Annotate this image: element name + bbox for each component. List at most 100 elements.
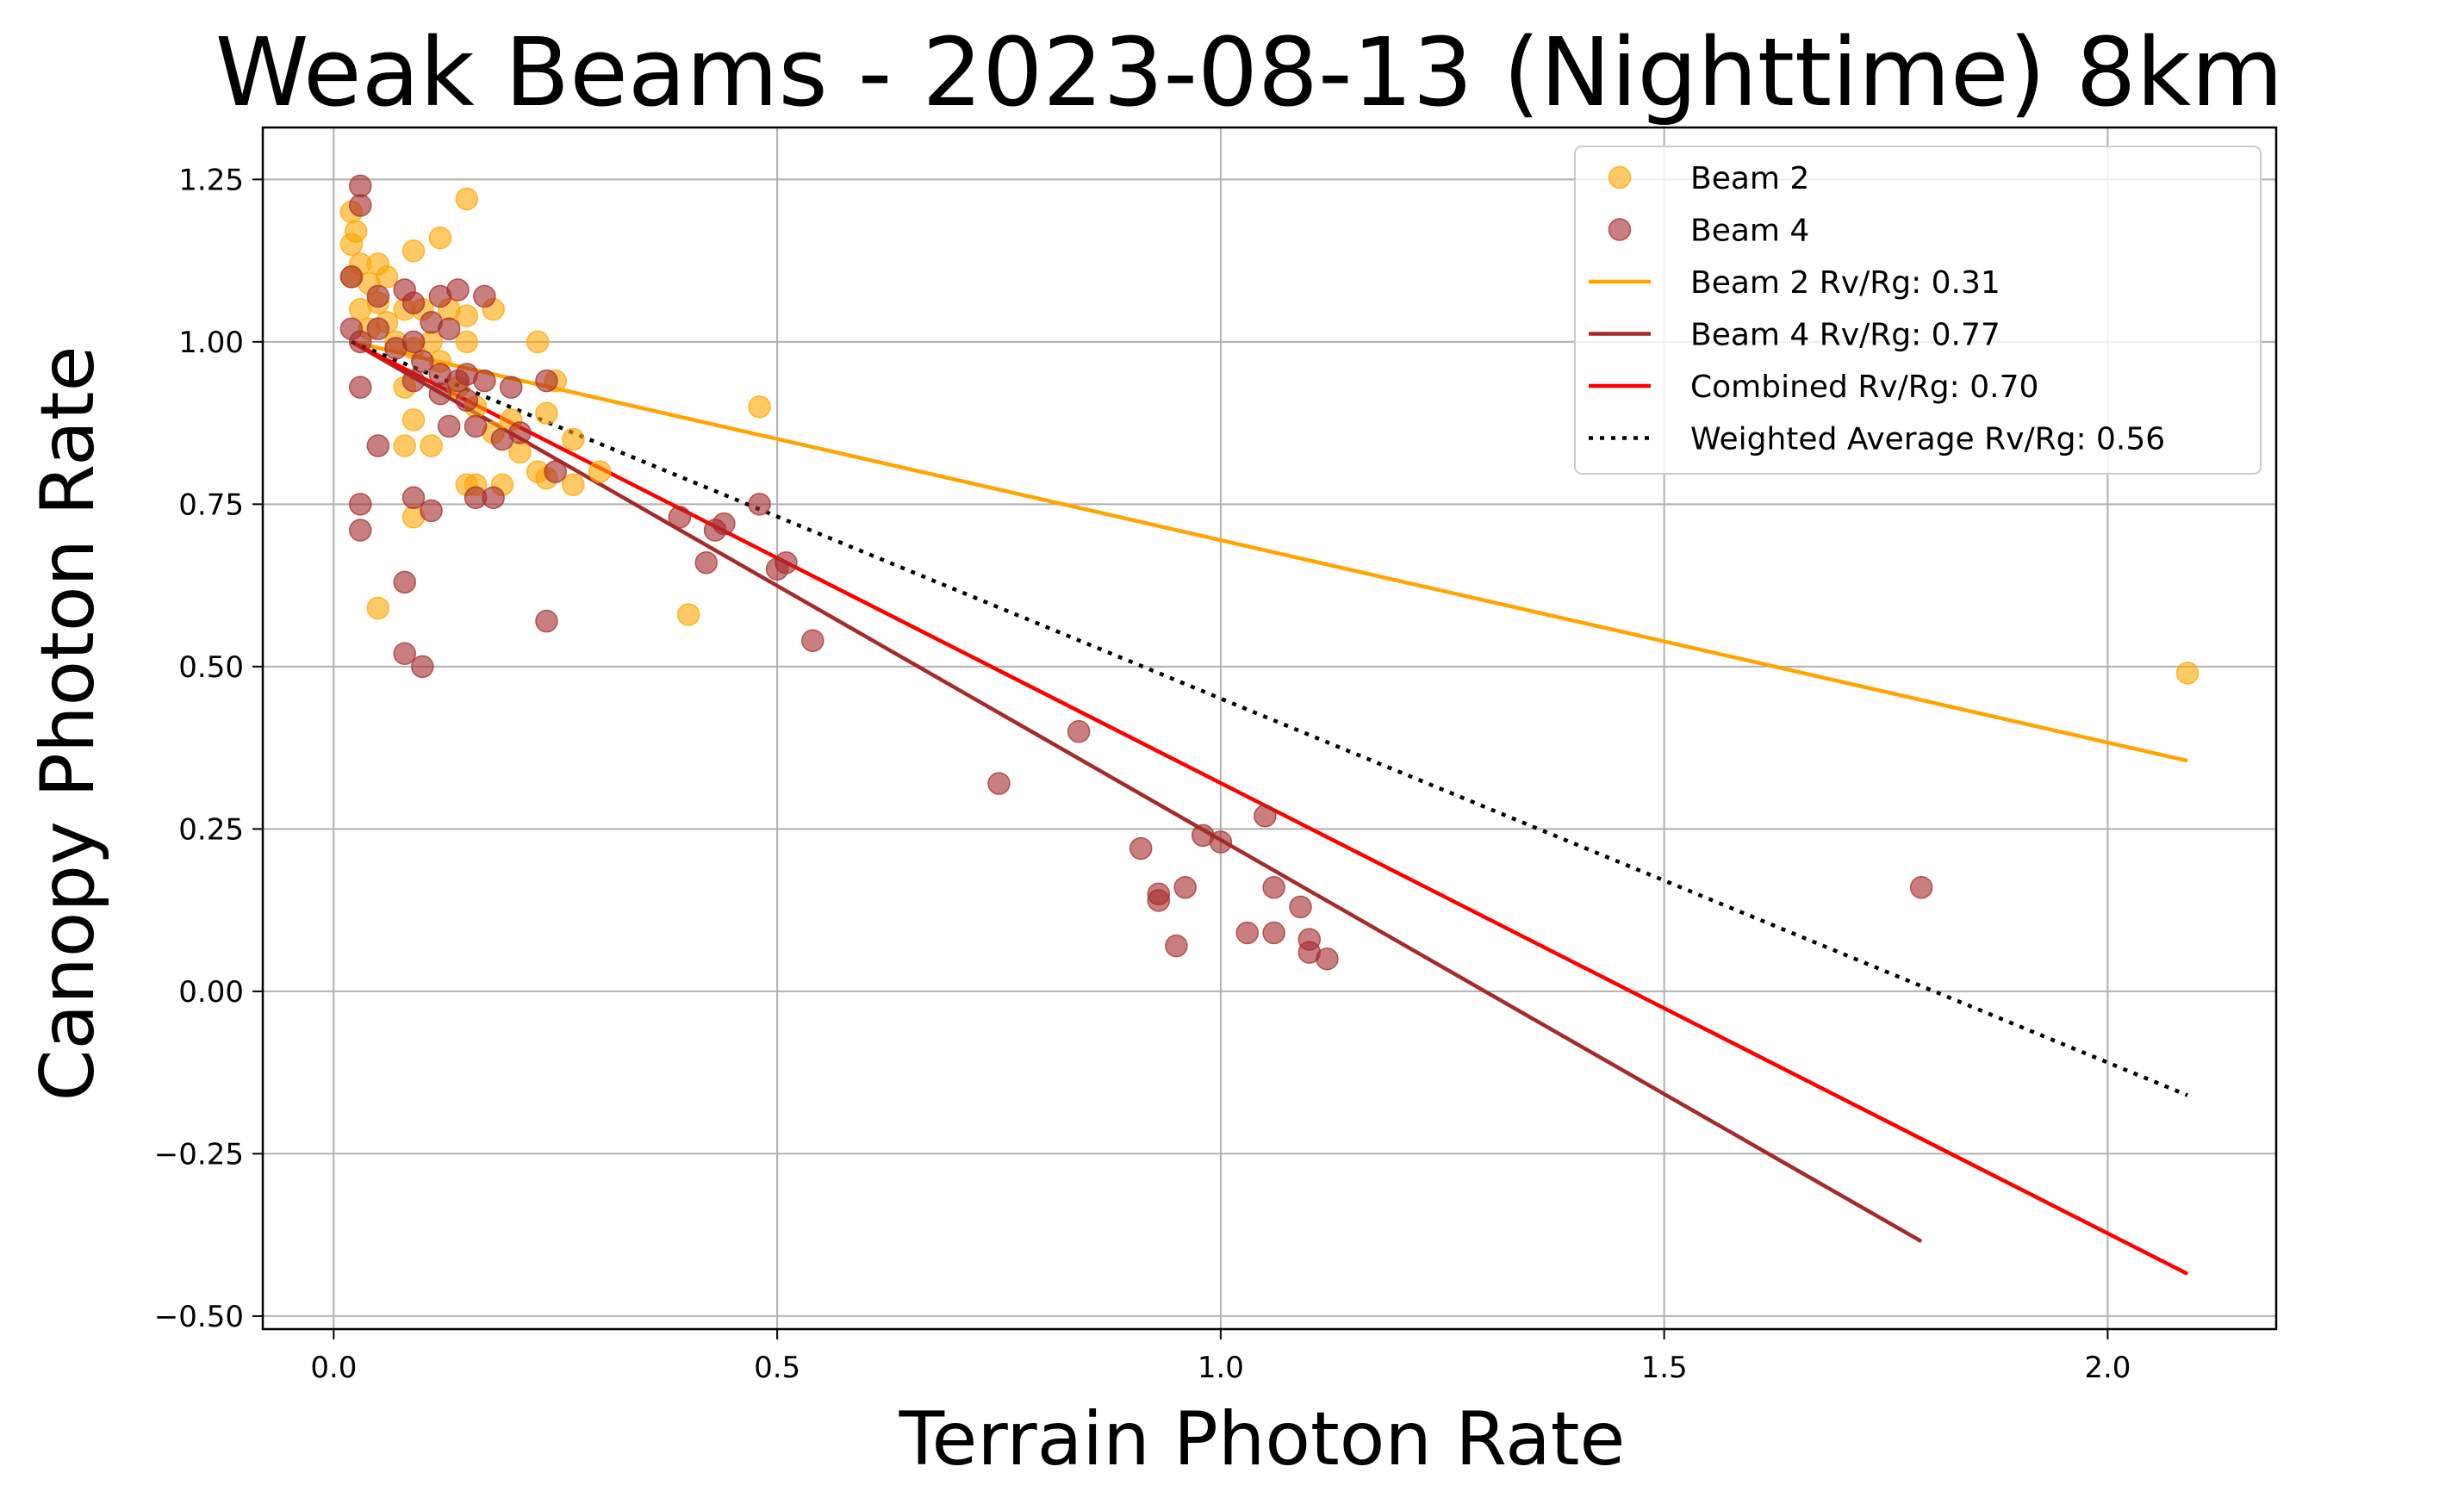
y-axis: 1.25 1.00 0.75 0.50 0.25 0.00 −0.25 −0.50 bbox=[154, 163, 263, 1334]
scatter-point-series-1 bbox=[348, 194, 372, 217]
scatter-point-series-1 bbox=[535, 369, 558, 393]
scatter-point-series-1 bbox=[446, 278, 470, 301]
scatter-point-series-1 bbox=[411, 655, 434, 679]
y-tick-label: 0.50 bbox=[178, 650, 244, 685]
legend-label: Weighted Average Rv/Rg: 0.56 bbox=[1690, 422, 2165, 457]
scatter-point-series-1 bbox=[1235, 921, 1260, 945]
fit-line-3 bbox=[350, 339, 1923, 1244]
x-tick-label: 0.5 bbox=[754, 1351, 800, 1385]
scatter-point-series-1 bbox=[339, 265, 364, 289]
scatter-point-series-0 bbox=[562, 473, 585, 496]
scatter-point-series-1 bbox=[366, 317, 390, 341]
scatter-point-series-1 bbox=[482, 486, 505, 510]
scatter-point-series-1 bbox=[1909, 875, 1933, 899]
scatter-point-series-0 bbox=[401, 239, 426, 263]
scatter-point-series-1 bbox=[1173, 875, 1197, 899]
y-tick-label: 0.25 bbox=[178, 812, 244, 847]
y-tick-label: 1.25 bbox=[178, 163, 244, 197]
scatter-point-series-1 bbox=[401, 291, 426, 314]
scatter-point-series-1 bbox=[1262, 921, 1285, 945]
scatter-point-series-1 bbox=[1316, 947, 1339, 971]
scatter-point-series-1 bbox=[1165, 934, 1188, 958]
scatter-point-series-0 bbox=[375, 265, 399, 289]
scatter-point-series-1 bbox=[1129, 836, 1153, 861]
chart-title: Weak Beams - 2023-08-13 (Nighttime) 8km bbox=[215, 17, 2284, 127]
scatter-point-series-1 bbox=[668, 506, 692, 529]
scatter-point-series-0 bbox=[588, 460, 612, 483]
scatter-point-series-1 bbox=[348, 174, 372, 198]
scatter-point-series-1 bbox=[703, 519, 727, 542]
scatter-point-series-0 bbox=[348, 297, 372, 321]
scatter-point-series-1 bbox=[348, 519, 372, 542]
scatter-point-series-1 bbox=[508, 421, 532, 444]
scatter-point-series-0 bbox=[428, 226, 452, 250]
scatter-point-series-1 bbox=[1067, 720, 1091, 743]
scatter-point-series-1 bbox=[500, 376, 523, 399]
scatter-point-series-1 bbox=[455, 388, 479, 412]
scatter-point-series-1 bbox=[437, 414, 461, 438]
scatter-point-series-1 bbox=[348, 493, 372, 516]
legend-marker bbox=[1608, 218, 1632, 241]
scatter-point-series-1 bbox=[401, 369, 426, 393]
legend: Beam 2 Beam 4 Beam 2 Rv/Rg: 0.31 Beam 4 Rv/… bbox=[1574, 146, 2262, 475]
scatter-point-series-0 bbox=[455, 187, 479, 211]
scatter-point-series-1 bbox=[411, 350, 434, 373]
y-tick-label: 0.75 bbox=[178, 488, 244, 522]
scatter-point-series-1 bbox=[694, 550, 719, 575]
legend-label: Beam 4 Rv/Rg: 0.77 bbox=[1690, 318, 2000, 353]
scatter-point-series-1 bbox=[473, 369, 496, 393]
x-tick-label: 2.0 bbox=[2084, 1351, 2131, 1385]
scatter-point-series-1 bbox=[1254, 805, 1277, 828]
scatter-point-series-1 bbox=[393, 570, 416, 594]
scatter-point-series-1 bbox=[1209, 830, 1233, 854]
x-tick-label: 1.5 bbox=[1641, 1351, 1688, 1385]
legend-marker bbox=[1608, 165, 1632, 190]
y-tick-label: 1.00 bbox=[178, 326, 244, 360]
scatter-point-series-1 bbox=[348, 330, 372, 354]
legend-label: Beam 2 Rv/Rg: 0.31 bbox=[1690, 265, 2000, 301]
scatter-point-series-1 bbox=[393, 642, 416, 666]
scatter-point-series-1 bbox=[1262, 875, 1285, 899]
legend-box bbox=[1574, 146, 2262, 475]
legend-label: Combined Rv/Rg: 0.70 bbox=[1690, 370, 2038, 405]
scatter-point-series-1 bbox=[1147, 889, 1171, 912]
scatter-point-series-0 bbox=[401, 408, 426, 432]
legend-label: Beam 2 bbox=[1690, 161, 1809, 196]
scatter-point-series-1 bbox=[420, 499, 443, 523]
scatter-point-series-0 bbox=[339, 233, 364, 256]
scatter-point-series-1 bbox=[366, 434, 390, 457]
scatter-point-series-0 bbox=[562, 427, 585, 451]
scatter-point-series-1 bbox=[987, 772, 1011, 795]
scatter-point-series-0 bbox=[366, 596, 390, 620]
scatter-point-series-0 bbox=[748, 395, 771, 419]
scatter-point-series-0 bbox=[455, 304, 479, 327]
y-axis-label: Canopy Photon Rate bbox=[25, 345, 111, 1101]
scatter-point-series-0 bbox=[455, 330, 479, 354]
x-tick-label: 1.0 bbox=[1198, 1351, 1244, 1385]
fit-line-2 bbox=[351, 339, 2188, 763]
scatter-points bbox=[339, 174, 2200, 971]
y-tick-label: 0.00 bbox=[178, 975, 244, 1010]
scatter-point-series-1 bbox=[437, 317, 461, 341]
scatter-point-series-1 bbox=[775, 550, 798, 575]
scatter-point-series-1 bbox=[544, 460, 567, 483]
legend-label: Beam 4 bbox=[1690, 214, 1809, 249]
scatter-point-series-1 bbox=[464, 414, 488, 438]
scatter-point-series-0 bbox=[526, 330, 550, 354]
scatter-point-series-0 bbox=[535, 401, 558, 426]
scatter-point-series-0 bbox=[393, 434, 416, 457]
scatter-point-series-1 bbox=[1289, 895, 1312, 919]
x-tick-label: 0.0 bbox=[310, 1351, 357, 1385]
scatter-point-series-0 bbox=[508, 440, 532, 464]
scatter-point-series-1 bbox=[473, 284, 496, 308]
y-tick-label: −0.25 bbox=[154, 1137, 244, 1171]
scatter-point-series-1 bbox=[535, 609, 558, 633]
y-tick-label: −0.50 bbox=[154, 1300, 244, 1334]
scatter-point-series-1 bbox=[348, 376, 372, 399]
x-axis-label: Terrain Photon Rate bbox=[899, 1396, 1626, 1482]
scatter-point-series-0 bbox=[676, 603, 700, 626]
scatter-point-series-1 bbox=[384, 337, 408, 360]
x-axis: 0.0 0.5 1.0 1.5 2.0 bbox=[310, 1329, 2131, 1385]
plot-frame bbox=[261, 126, 2278, 1331]
